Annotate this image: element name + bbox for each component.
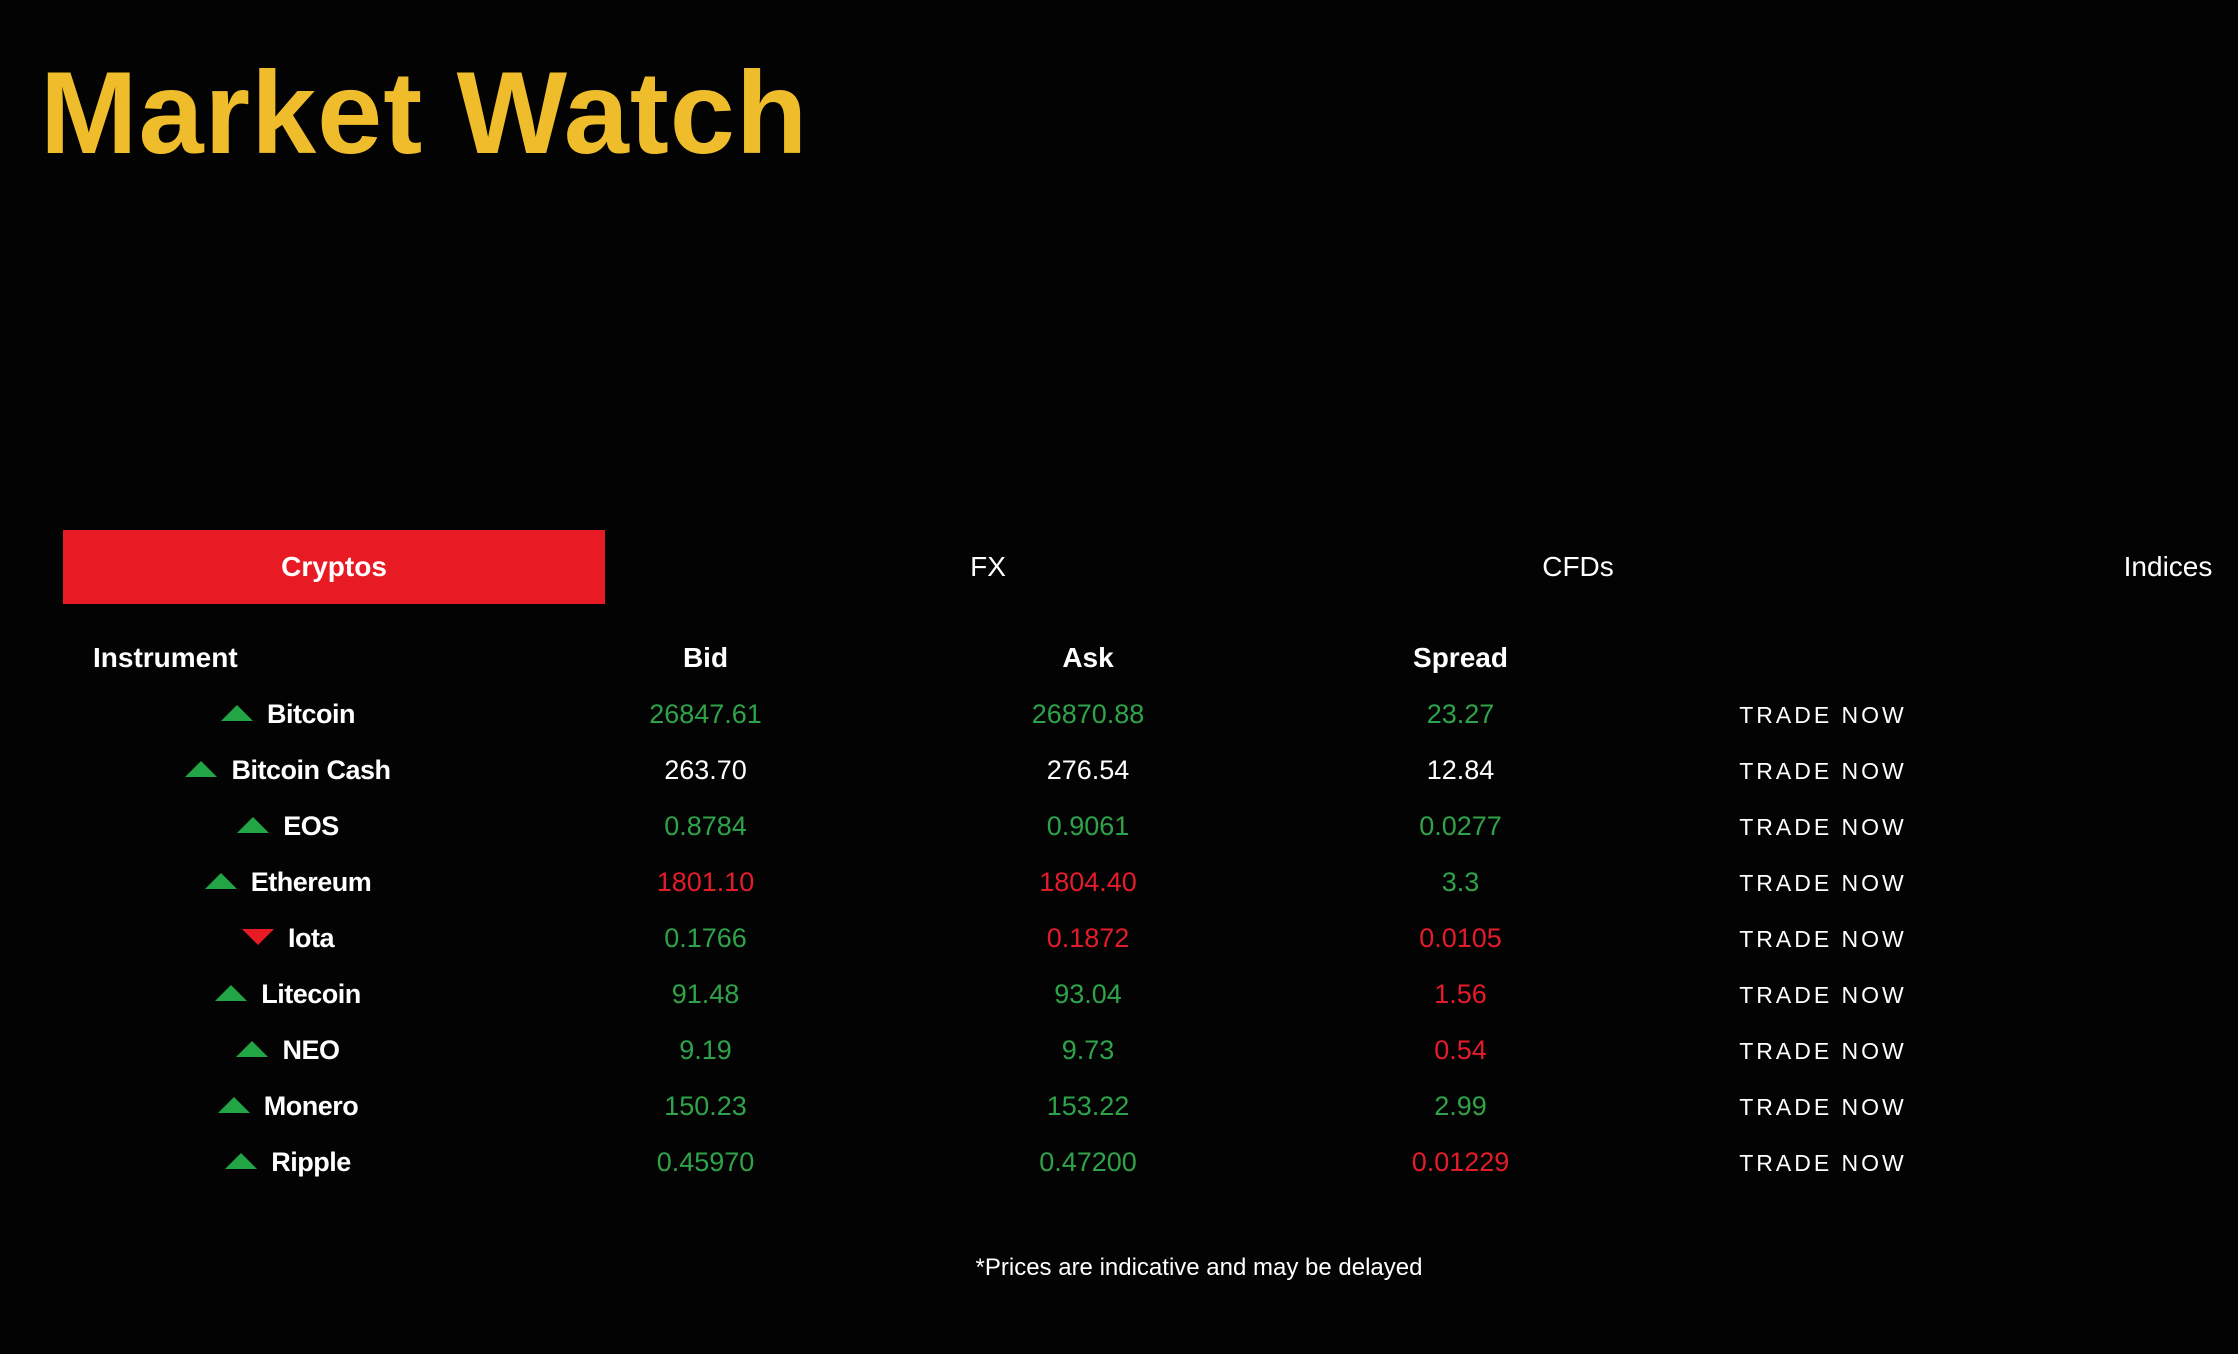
trade-now-button[interactable]: TRADE NOW	[1739, 1093, 1907, 1120]
arrow-up-icon	[204, 873, 237, 890]
instrument-name: NEO	[282, 1034, 340, 1065]
spread-value: 0.0277	[1419, 810, 1502, 841]
arrow-up-icon	[185, 761, 218, 778]
trade-cell: TRADE NOW	[1643, 798, 2003, 854]
spread-value: 0.0105	[1419, 922, 1502, 953]
instrument-name: Bitcoin	[267, 698, 356, 729]
table-row: Litecoin 91.48 93.04 1.56 TRADE NOW	[63, 966, 2003, 1022]
ask-value: 276.54	[1046, 754, 1130, 785]
ask-value: 93.04	[1054, 978, 1122, 1009]
bid-value: 9.19	[679, 1034, 732, 1065]
table-row: Bitcoin 26847.61 26870.88 23.27 TRADE NOW	[63, 686, 2003, 742]
ask-value: 153.22	[1046, 1090, 1130, 1121]
table-row: Ripple 0.45970 0.47200 0.01229 TRADE NOW	[63, 1134, 2003, 1190]
arrow-up-icon	[217, 1097, 250, 1114]
instrument-cell: Ripple	[63, 1134, 513, 1190]
bid-value: 1801.10	[656, 866, 755, 897]
header-bid: Bid	[682, 642, 729, 673]
price-disclaimer: *Prices are indicative and may be delaye…	[975, 1254, 1423, 1281]
table-row: Bitcoin Cash 263.70 276.54 12.84 TRADE NOW	[63, 742, 2003, 798]
spread-value: 23.27	[1426, 698, 1495, 729]
bid-value: 150.23	[664, 1090, 747, 1121]
trade-cell: TRADE NOW	[1643, 1078, 2003, 1134]
tab-cfds[interactable]: CFDs	[1542, 551, 1614, 582]
instrument-cell: Litecoin	[63, 966, 513, 1022]
ask-value: 26870.88	[1031, 698, 1145, 729]
trade-cell: TRADE NOW	[1643, 686, 2003, 742]
trade-now-button[interactable]: TRADE NOW	[1739, 925, 1907, 952]
table-row: NEO 9.19 9.73 0.54 TRADE NOW	[63, 1022, 2003, 1078]
instrument-cell: NEO	[63, 1022, 513, 1078]
bid-value: 0.1766	[664, 922, 747, 953]
bid-value: 263.70	[664, 754, 747, 785]
instrument-name: Litecoin	[261, 978, 361, 1009]
header-action	[1643, 630, 2003, 686]
spread-value: 3.3	[1441, 866, 1480, 897]
trade-cell: TRADE NOW	[1643, 1134, 2003, 1190]
ask-value: 1804.40	[1039, 866, 1137, 897]
trade-now-button[interactable]: TRADE NOW	[1739, 981, 1907, 1008]
table-row: Monero 150.23 153.22 2.99 TRADE NOW	[63, 1078, 2003, 1134]
trade-cell: TRADE NOW	[1643, 966, 2003, 1022]
arrow-up-icon	[236, 1041, 269, 1058]
bid-value: 0.8784	[664, 810, 747, 841]
header-instrument: Instrument	[93, 642, 238, 673]
table-row: Ethereum 1801.10 1804.40 3.3 TRADE NOW	[63, 854, 2003, 910]
table-header-row: Instrument Bid Ask Spread	[63, 630, 2003, 686]
arrow-up-icon	[225, 1153, 258, 1170]
ask-value: 0.1872	[1046, 922, 1130, 953]
instrument-cell: Bitcoin Cash	[63, 742, 513, 798]
trade-now-button[interactable]: TRADE NOW	[1739, 869, 1907, 896]
spread-value: 0.01229	[1411, 1146, 1510, 1177]
trade-now-button[interactable]: TRADE NOW	[1739, 701, 1907, 728]
trade-now-button[interactable]: TRADE NOW	[1739, 757, 1907, 784]
table-row: EOS 0.8784 0.9061 0.0277 TRADE NOW	[63, 798, 2003, 854]
trade-cell: TRADE NOW	[1643, 1022, 2003, 1078]
spread-value: 1.56	[1434, 978, 1487, 1009]
instrument-name: EOS	[283, 810, 339, 841]
ask-value: 9.73	[1061, 1034, 1115, 1065]
instrument-cell: Iota	[63, 910, 513, 966]
trade-now-button[interactable]: TRADE NOW	[1739, 813, 1907, 840]
instrument-cell: Ethereum	[63, 854, 513, 910]
instrument-name: Iota	[287, 922, 335, 953]
trade-now-button[interactable]: TRADE NOW	[1739, 1149, 1907, 1176]
bid-value: 26847.61	[649, 698, 762, 729]
spread-value: 12.84	[1426, 754, 1495, 785]
ask-value: 0.9061	[1046, 810, 1130, 841]
instrument-cell: Bitcoin	[63, 686, 513, 742]
instrument-cell: EOS	[63, 798, 513, 854]
instrument-name: Monero	[263, 1090, 359, 1121]
instrument-name: Ripple	[271, 1146, 351, 1177]
trade-cell: TRADE NOW	[1643, 742, 2003, 798]
spread-value: 0.54	[1434, 1034, 1487, 1065]
ask-value: 0.47200	[1039, 1146, 1137, 1177]
bid-value: 91.48	[671, 978, 740, 1009]
tab-indices[interactable]: Indices	[2123, 551, 2213, 582]
instrument-cell: Monero	[63, 1078, 513, 1134]
header-spread: Spread	[1413, 642, 1508, 673]
page-title: Market Watch	[40, 47, 809, 178]
instrument-name: Ethereum	[250, 866, 372, 897]
trade-cell: TRADE NOW	[1643, 910, 2003, 966]
tab-cryptos[interactable]: Cryptos	[63, 530, 605, 604]
arrow-up-icon	[215, 985, 248, 1002]
instrument-name: Bitcoin Cash	[231, 754, 391, 785]
tab-fx[interactable]: FX	[970, 551, 1006, 582]
spread-value: 2.99	[1434, 1090, 1487, 1121]
trade-now-button[interactable]: TRADE NOW	[1739, 1037, 1907, 1064]
market-table: Instrument Bid Ask Spread Bitcoin 26847.6…	[63, 630, 2003, 1190]
arrow-up-icon	[237, 817, 270, 834]
header-ask: Ask	[1062, 642, 1114, 673]
arrow-down-icon	[241, 929, 274, 946]
market-tabs: Cryptos FX CFDs Indices	[63, 530, 2238, 604]
table-row: Iota 0.1766 0.1872 0.0105 TRADE NOW	[63, 910, 2003, 966]
bid-value: 0.45970	[656, 1146, 755, 1177]
arrow-up-icon	[221, 705, 253, 722]
trade-cell: TRADE NOW	[1643, 854, 2003, 910]
